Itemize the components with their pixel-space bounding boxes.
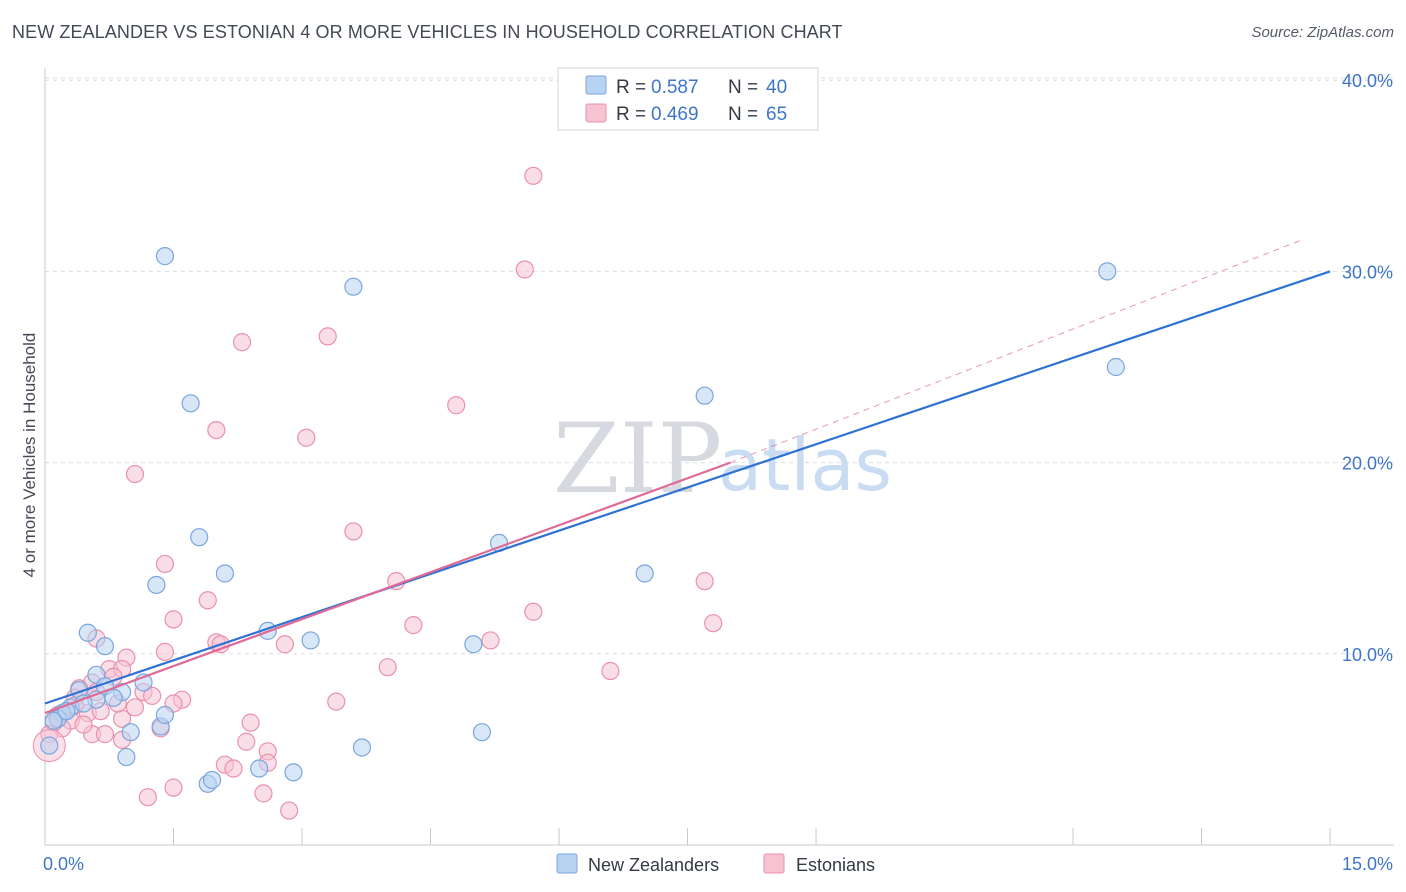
new-zealanders-points <box>40 247 1125 793</box>
estonian-point <box>254 784 273 803</box>
bottom-legend-swatch-pink <box>763 853 785 874</box>
y-tick-label: 10.0% <box>1342 645 1393 665</box>
legend-r-label-blue: R = <box>616 77 646 98</box>
estonian-point <box>95 725 115 744</box>
estonian-point <box>138 788 157 807</box>
new-zealander-point <box>215 564 235 583</box>
estonian-point <box>404 616 423 635</box>
estonian-point <box>344 522 363 541</box>
watermark: ZIP atlas <box>553 403 892 515</box>
legend-swatch-blue <box>585 75 607 95</box>
gridlines <box>45 77 1394 655</box>
legend-bottom: New Zealanders Estonians <box>556 853 875 875</box>
new-zealander-point <box>1106 357 1125 377</box>
axes <box>44 68 1394 846</box>
estonian-trend-line <box>44 461 731 715</box>
new-zealander-point <box>95 637 115 656</box>
estonian-point <box>378 658 397 677</box>
new-zealander-point <box>74 694 93 713</box>
legend-r-label-pink: R = <box>616 104 646 125</box>
estonian-point <box>125 464 145 484</box>
estonian-point <box>601 661 620 681</box>
legend-r-value-blue: 0.587 <box>651 77 699 98</box>
estonian-point <box>515 260 534 279</box>
chart-title: NEW ZEALANDER VS ESTONIAN 4 OR MORE VEHI… <box>12 22 843 42</box>
estonian-point <box>524 602 543 621</box>
legend-n-label-pink: N = <box>728 104 758 125</box>
estonian-point <box>164 778 183 797</box>
legend-n-value-blue: 40 <box>766 77 787 98</box>
new-zealander-point <box>78 623 97 642</box>
new-zealander-point <box>284 763 303 782</box>
estonian-point <box>447 396 466 415</box>
estonian-point <box>481 631 500 650</box>
new-zealander-point <box>147 575 166 595</box>
estonian-point <box>125 698 145 717</box>
watermark-atlas: atlas <box>718 423 892 507</box>
estonian-point <box>224 759 243 778</box>
y-tick-label: 20.0% <box>1342 454 1393 474</box>
bottom-legend-label-blue: New Zealanders <box>588 855 719 875</box>
x-tick-label: 15.0% <box>1342 854 1393 874</box>
legend-n-value-pink: 65 <box>766 104 787 125</box>
new-zealander-point <box>344 277 363 296</box>
estonian-point <box>280 801 299 820</box>
y-axis-label: 4 or more Vehicles in Household <box>20 333 39 578</box>
new-zealander-point <box>202 770 222 790</box>
estonian-point <box>207 420 226 440</box>
new-zealander-point <box>104 688 123 707</box>
estonian-point <box>164 610 183 629</box>
new-zealander-point <box>155 247 175 266</box>
new-zealander-point <box>181 394 200 413</box>
y-tick-labels: 10.0% 20.0% 30.0% 40.0% <box>1342 71 1393 665</box>
new-zealander-point <box>695 386 714 405</box>
x-tick-label: 0.0% <box>43 854 84 874</box>
legend-top: R = 0.587 N = 40 R = 0.469 N = 65 <box>557 67 819 131</box>
new-zealander-point <box>464 635 483 654</box>
new-zealander-point <box>190 528 209 547</box>
new-zealander-point <box>472 723 492 742</box>
x-tick-labels: 0.0% 15.0% <box>43 854 1393 874</box>
estonian-point <box>74 715 93 734</box>
new-zealander-point <box>155 705 175 725</box>
new-zealander-point <box>117 747 136 767</box>
trend-lines <box>44 238 1331 715</box>
estonian-point <box>237 732 256 751</box>
new-zealander-trend-line <box>44 270 1331 705</box>
estonian-point <box>695 572 714 591</box>
estonian-point <box>232 333 252 352</box>
new-zealander-point <box>301 631 320 650</box>
y-tick-label: 40.0% <box>1342 71 1393 91</box>
estonian-point <box>155 554 175 574</box>
estonian-point <box>704 614 723 633</box>
new-zealander-point <box>40 736 59 755</box>
estonian-point <box>318 327 337 346</box>
estonian-point <box>198 591 217 610</box>
estonian-point <box>241 713 260 732</box>
estonian-point <box>327 692 346 711</box>
legend-n-label-blue: N = <box>728 77 758 98</box>
estonian-point <box>155 642 175 661</box>
bottom-legend-swatch-blue <box>556 853 578 874</box>
legend-swatch-pink <box>585 103 607 123</box>
new-zealander-point <box>635 564 654 583</box>
watermark-zip: ZIP <box>553 403 722 515</box>
source-credit: Source: ZipAtlas.com <box>1251 24 1394 41</box>
y-tick-label: 30.0% <box>1342 262 1393 282</box>
bottom-legend-label-pink: Estonians <box>796 855 875 875</box>
new-zealander-point <box>250 759 269 778</box>
new-zealander-point <box>121 723 140 742</box>
new-zealander-point <box>44 711 63 730</box>
new-zealander-point <box>352 738 372 757</box>
estonian-point <box>524 166 543 185</box>
estonian-point <box>297 428 316 447</box>
estonian-trend-extension <box>730 238 1305 464</box>
new-zealander-point <box>1098 262 1117 281</box>
legend-r-value-pink: 0.469 <box>651 104 699 125</box>
estonian-point <box>142 686 162 705</box>
estonian-point <box>275 635 294 654</box>
